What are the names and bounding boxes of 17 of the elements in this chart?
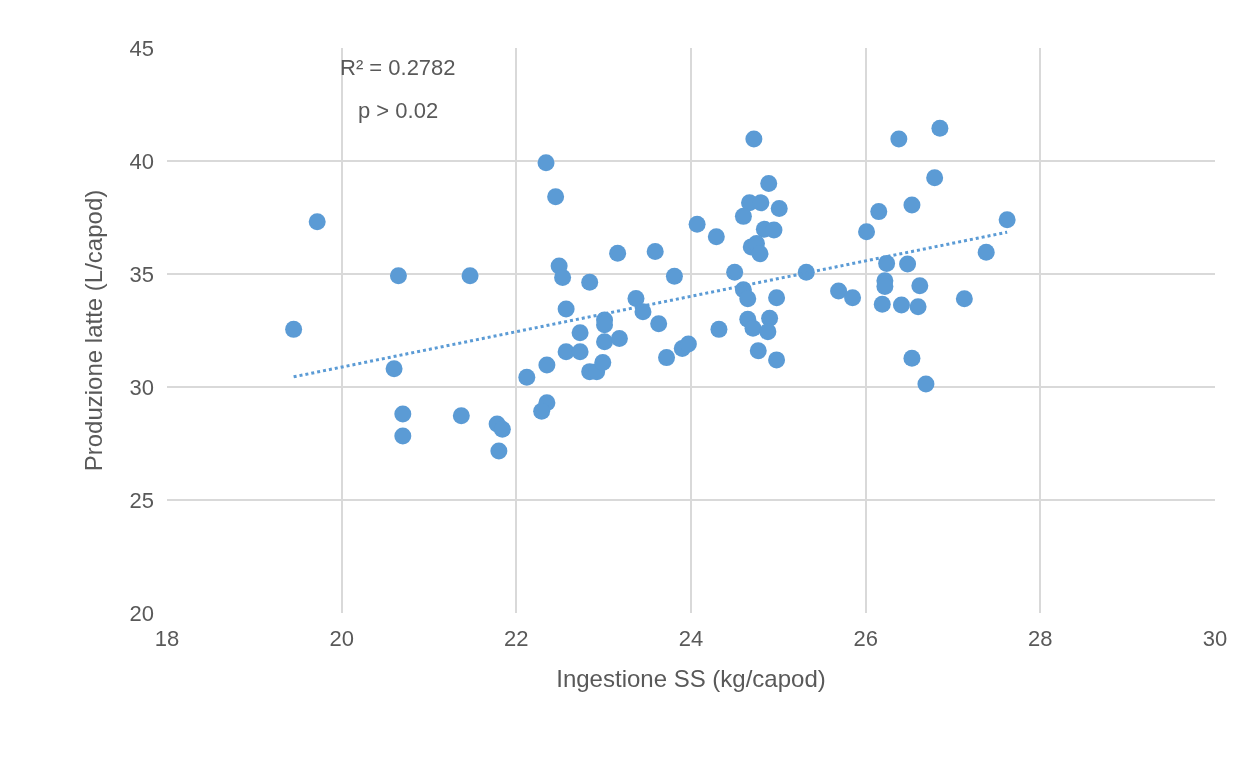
y-tick-label: 40 bbox=[129, 148, 154, 174]
x-tick-label: 30 bbox=[1202, 626, 1228, 651]
y-tick-label: 35 bbox=[129, 261, 154, 287]
x-tick-label: 26 bbox=[853, 626, 878, 651]
x-tick-label: 20 bbox=[329, 626, 354, 651]
annotation: R² = 0.2782 bbox=[340, 55, 456, 80]
x-tick-label: 22 bbox=[504, 626, 529, 651]
y-tick-label: 30 bbox=[129, 374, 154, 400]
x-tick-label: 18 bbox=[154, 626, 180, 651]
x-tick-label: 24 bbox=[678, 626, 704, 651]
y-tick-label: 20 bbox=[129, 600, 154, 626]
x-tick-label: 28 bbox=[1028, 626, 1053, 651]
annotation: p > 0.02 bbox=[358, 98, 439, 123]
y-tick-label: 45 bbox=[129, 35, 154, 61]
y-axis-title: Produzione latte (L/capod) bbox=[79, 189, 107, 472]
y-tick-label: 25 bbox=[129, 487, 154, 513]
x-axis-title: Ingestione SS (kg/capod) bbox=[556, 665, 826, 693]
